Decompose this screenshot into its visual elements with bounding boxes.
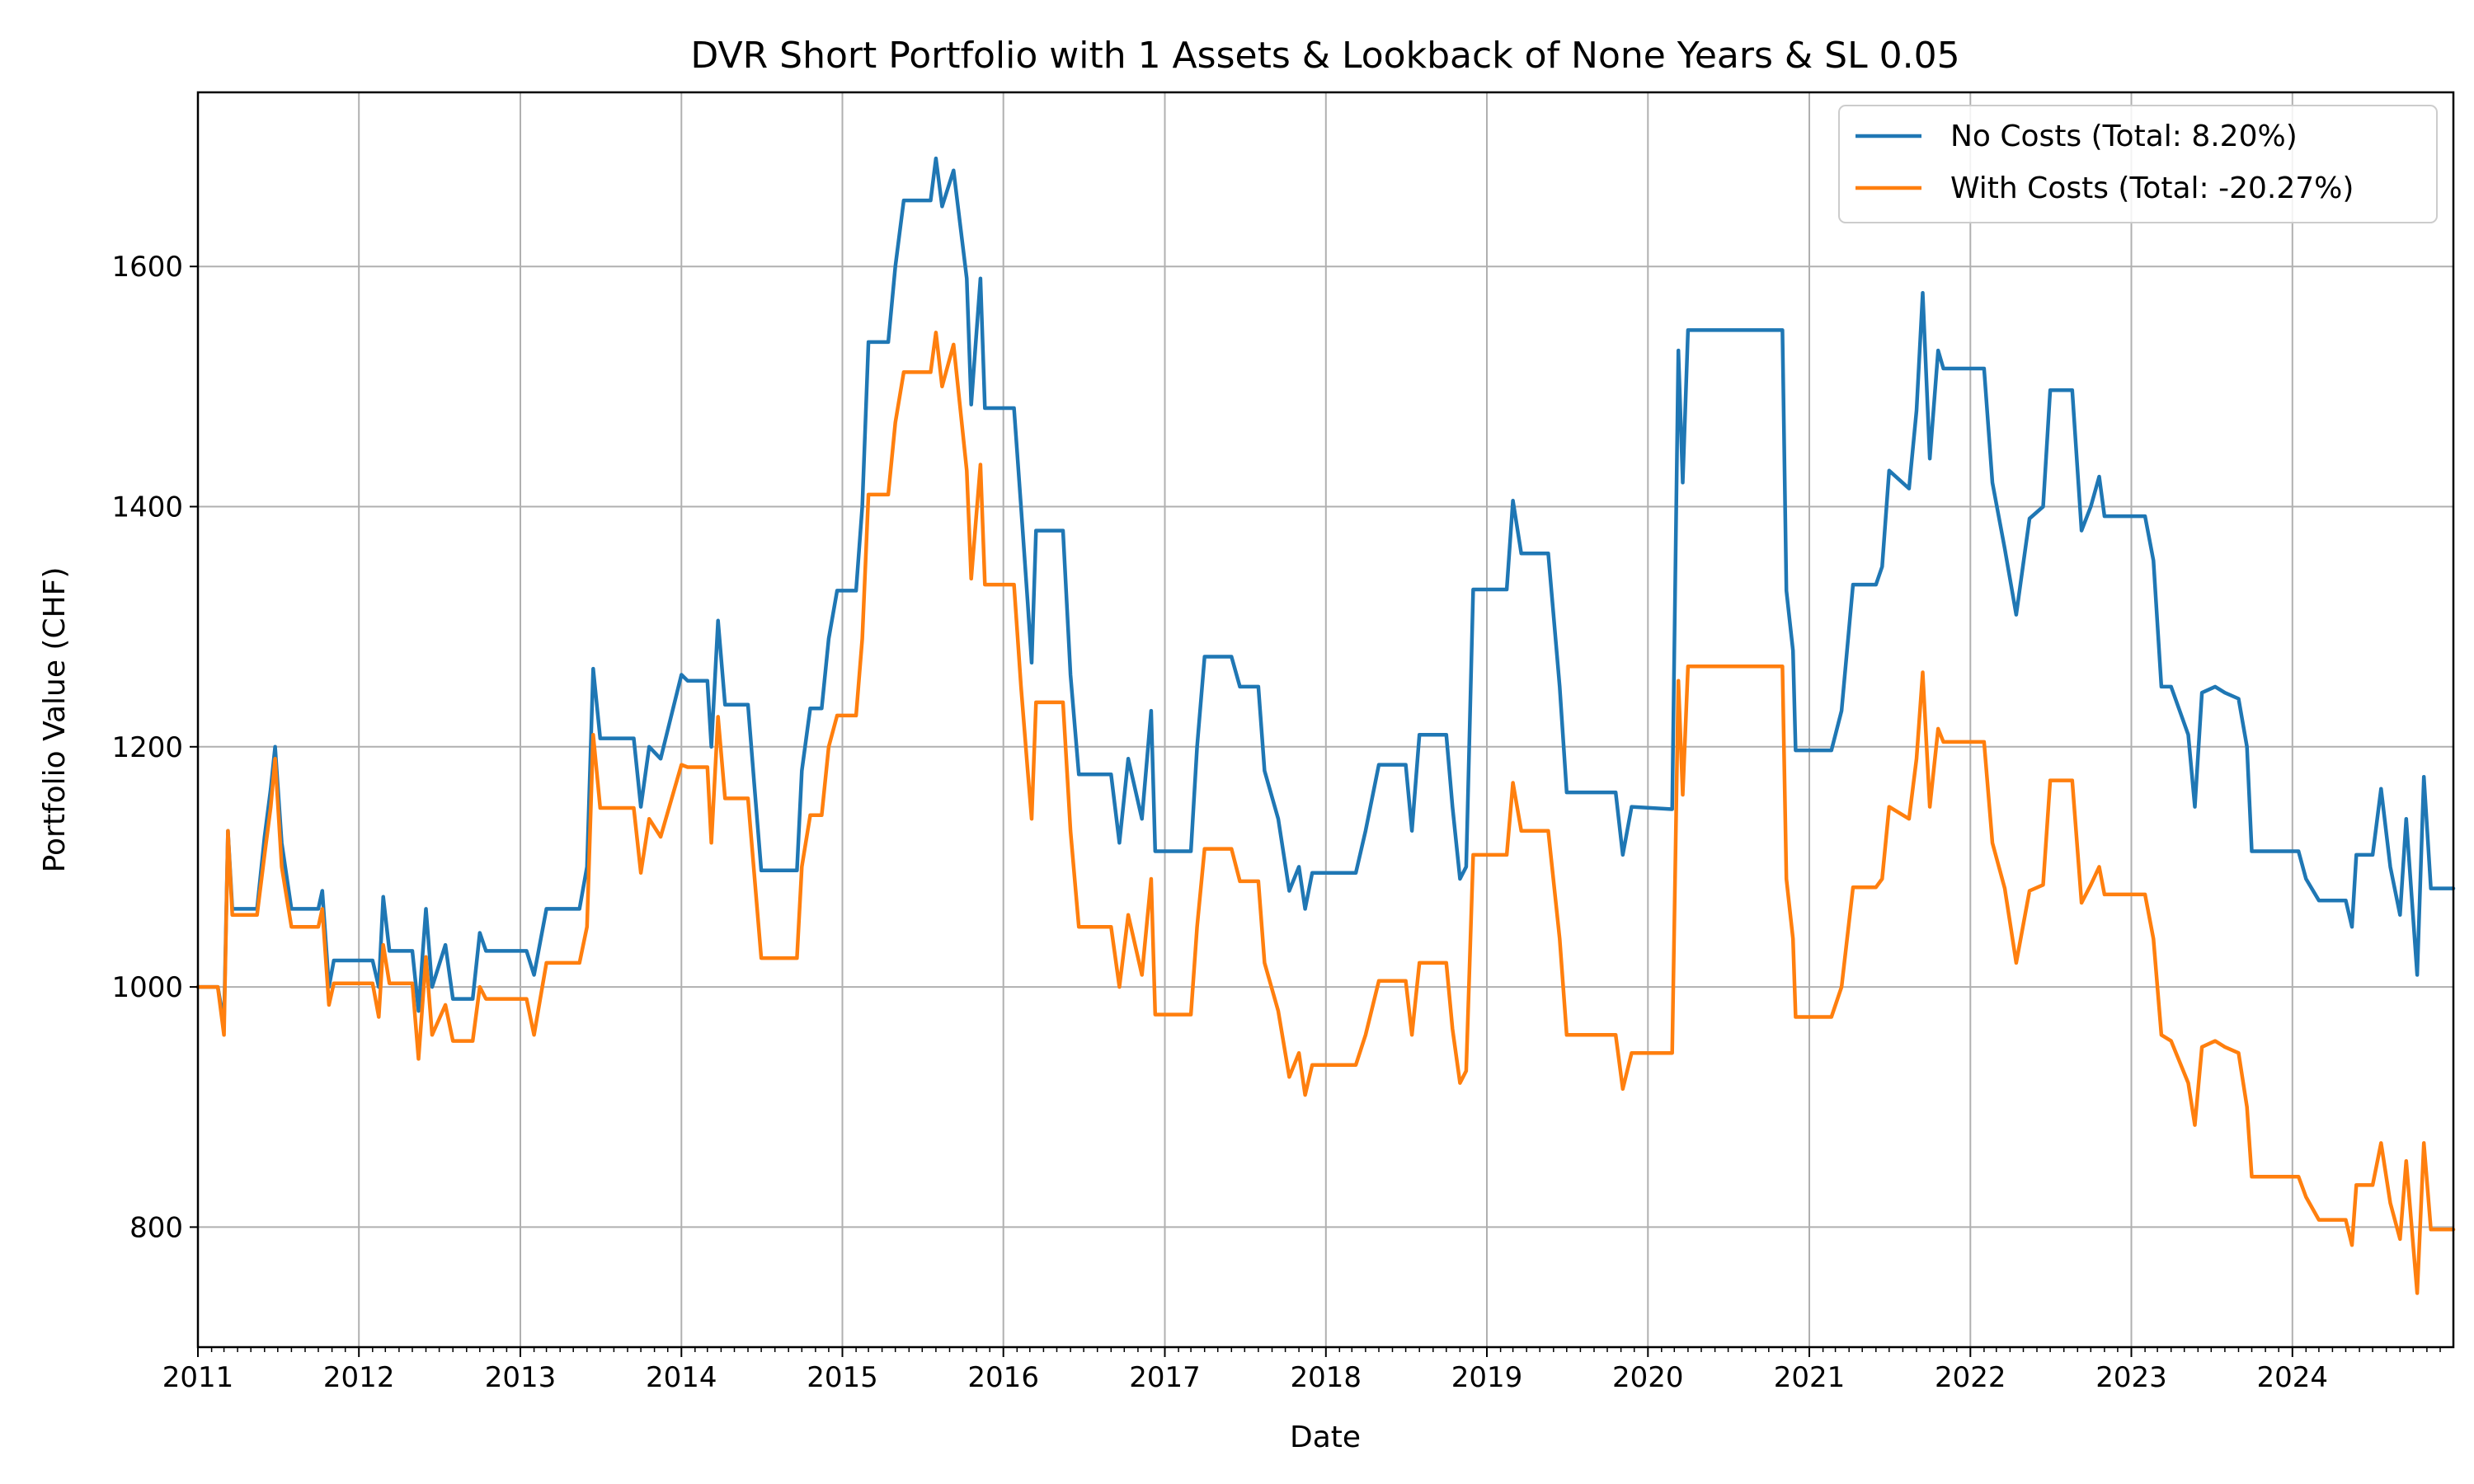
x-tick-label: 2015 [807,1361,878,1394]
chart-title: DVR Short Portfolio with 1 Assets & Look… [690,35,1959,77]
y-tick-label: 1400 [111,491,183,524]
x-axis-title: Date [1290,1421,1361,1454]
y-tick-label: 1600 [111,251,183,284]
x-tick-label: 2014 [646,1361,717,1394]
series-line-no-costs [195,156,2456,1026]
x-tick-label: 2018 [1291,1361,1362,1394]
y-tick-label: 800 [129,1211,183,1244]
x-tick-label: 2022 [1935,1361,2006,1394]
ticks: 800 1000 1200 1400 1600 2011 2012 2013 2014 2015 2… [111,251,2441,1394]
legend-label-with-costs: With Costs (Total: -20.27%) [1950,171,2354,205]
x-tick-label: 2013 [485,1361,557,1394]
legend: No Costs (Total: 8.20%) With Costs (Tota… [1838,105,2438,223]
x-tick-label: 2017 [1129,1361,1201,1394]
series-line-with-costs [195,331,2456,1295]
y-tick-label: 1200 [111,731,183,764]
x-tick-label: 2021 [1774,1361,1846,1394]
legend-box [1838,105,2438,223]
legend-label-no-costs: No Costs (Total: 8.20%) [1950,120,2298,153]
series-layer [195,156,2456,1295]
x-tick-label: 2023 [2095,1361,2167,1394]
x-tick-label: 2024 [2257,1361,2329,1394]
y-axis-title: Portfolio Value (CHF) [38,567,72,873]
x-tick-label: 2020 [1612,1361,1684,1394]
x-tick-label: 2019 [1451,1361,1523,1394]
grid [197,92,2453,1347]
y-tick-label: 1000 [111,971,183,1004]
x-tick-label: 2016 [967,1361,1039,1394]
x-tick-label: 2012 [323,1361,395,1394]
x-tick-label: 2011 [162,1361,234,1394]
